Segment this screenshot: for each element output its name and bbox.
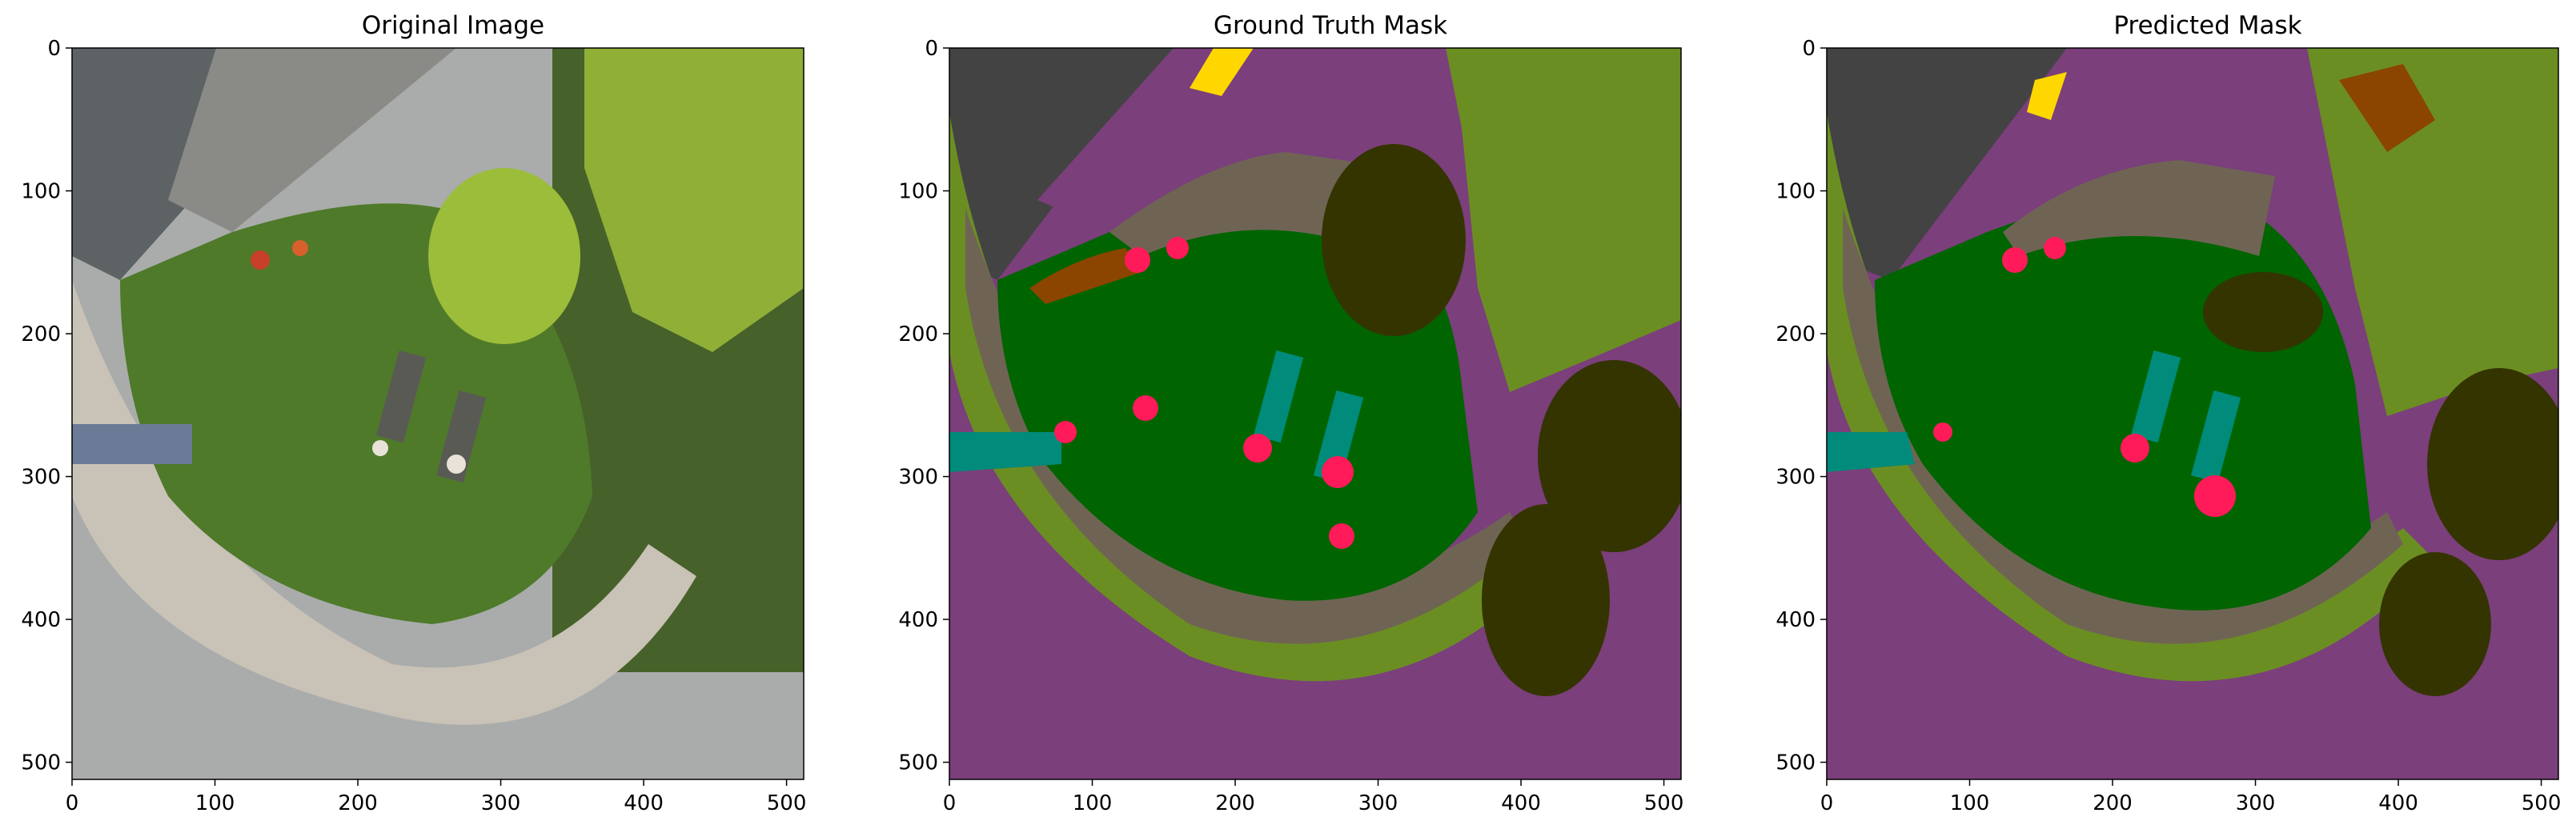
y-tick-label: 500 [1776, 751, 1816, 775]
y-tick-label: 200 [898, 322, 938, 346]
x-tick-label: 0 [66, 791, 79, 815]
x-tick-label: 100 [1950, 791, 1990, 815]
y-tick-label: 300 [898, 466, 938, 490]
x-tick-label: 0 [943, 791, 957, 815]
panel-predicted: Predicted Mask [1755, 0, 2576, 833]
ground-truth-plot: 0 100 200 300 400 500 0 100 200 300 400 500 [898, 37, 1684, 815]
x-tick-label: 400 [2378, 791, 2418, 815]
y-ticks-ground-truth: 0 100 200 300 400 500 [898, 37, 949, 775]
x-tick-label: 100 [195, 791, 235, 815]
x-tick-label: 300 [481, 791, 521, 815]
panel-title-original: Original Image [361, 11, 545, 40]
y-tick-label: 400 [898, 608, 938, 632]
panel-ground-truth: Ground Truth Mask [877, 0, 1735, 833]
y-tick-label: 100 [21, 180, 61, 204]
x-tick-label: 0 [1820, 791, 1834, 815]
predicted-plot: 0 100 200 300 400 500 0 100 200 300 400 500 [1776, 37, 2562, 815]
y-tick-label: 0 [47, 37, 61, 61]
panel-title-predicted: Predicted Mask [2113, 11, 2302, 40]
x-ticks-predicted: 0 100 200 300 400 500 [1820, 779, 2562, 815]
x-tick-label: 300 [1358, 791, 1398, 815]
y-tick-label: 200 [21, 322, 61, 346]
ground-truth-mask [949, 48, 1681, 779]
x-tick-label: 500 [1644, 791, 1684, 815]
y-tick-label: 500 [21, 751, 61, 775]
y-ticks-predicted: 0 100 200 300 400 500 [1776, 37, 1827, 775]
x-tick-label: 500 [767, 791, 807, 815]
x-tick-label: 200 [2092, 791, 2133, 815]
y-tick-label: 400 [21, 608, 61, 632]
x-tick-label: 500 [2522, 791, 2562, 815]
y-tick-label: 500 [898, 751, 938, 775]
x-tick-label: 200 [338, 791, 378, 815]
y-tick-label: 0 [925, 37, 938, 61]
y-ticks-original: 0 100 200 300 400 500 [21, 37, 72, 775]
y-tick-label: 100 [898, 180, 938, 204]
original-image [72, 48, 804, 779]
x-tick-label: 400 [1501, 791, 1541, 815]
panel-title-ground-truth: Ground Truth Mask [1213, 11, 1448, 40]
x-tick-label: 200 [1215, 791, 1255, 815]
original-image-plot: 0 100 200 300 400 500 0 100 200 300 400 500 [21, 37, 807, 815]
predicted-mask [1827, 48, 2558, 779]
x-tick-label: 300 [2236, 791, 2276, 815]
y-tick-label: 300 [21, 466, 61, 490]
x-tick-label: 100 [1073, 791, 1113, 815]
y-tick-label: 400 [1776, 608, 1816, 632]
y-tick-label: 300 [1776, 466, 1816, 490]
panel-original-image: Original Image [0, 0, 858, 833]
y-tick-label: 100 [1776, 180, 1816, 204]
y-tick-label: 200 [1776, 322, 1816, 346]
x-ticks-original: 0 100 200 300 400 500 [66, 779, 807, 815]
x-ticks-ground-truth: 0 100 200 300 400 500 [943, 779, 1684, 815]
x-tick-label: 400 [624, 791, 664, 815]
y-tick-label: 0 [1802, 37, 1816, 61]
